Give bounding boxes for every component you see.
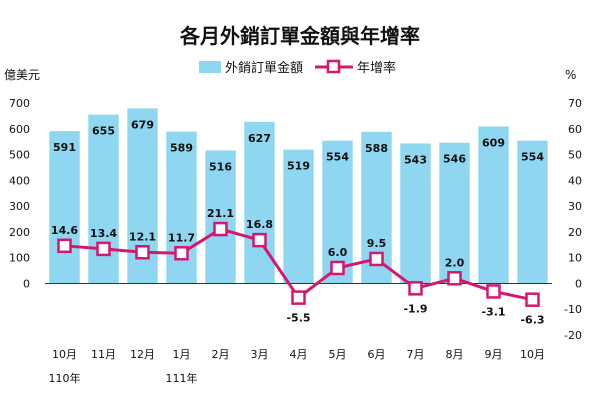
bar-value-label: 519 bbox=[287, 160, 310, 173]
legend-label-bar: 外銷訂單金額 bbox=[225, 60, 303, 76]
bar-value-label: 609 bbox=[482, 136, 505, 149]
line-marker bbox=[252, 232, 267, 248]
right-tick-label: 0 bbox=[575, 277, 582, 290]
line-value-label: 16.8 bbox=[246, 218, 273, 231]
line-value-label: 11.7 bbox=[168, 231, 195, 244]
year-label: 110年 bbox=[49, 371, 81, 385]
chart-title: 各月外銷訂單金額與年增率 bbox=[179, 24, 420, 48]
x-tick-label: 9月 bbox=[485, 348, 503, 361]
line-marker bbox=[213, 221, 228, 237]
right-tick-label: 30 bbox=[568, 200, 582, 213]
line-marker bbox=[330, 260, 345, 276]
line-value-label: -3.1 bbox=[481, 305, 505, 318]
right-tick-label: 20 bbox=[568, 226, 582, 239]
left-axis: 0 100 200 300 400 500 600 700 bbox=[9, 97, 30, 290]
line-marker bbox=[447, 271, 462, 286]
line-value-label: 9.5 bbox=[367, 237, 387, 250]
legend-marker bbox=[326, 59, 341, 74]
line-value-label: 2.0 bbox=[445, 256, 465, 269]
bar-value-label: 589 bbox=[170, 142, 193, 155]
line-value-label: 14.6 bbox=[51, 224, 78, 237]
line-value-label: -6.3 bbox=[520, 314, 544, 327]
bar-value-label: 591 bbox=[53, 141, 76, 154]
right-tick-label: 60 bbox=[568, 123, 582, 136]
left-axis-unit: 億美元 bbox=[4, 68, 40, 82]
line-value-label: -5.5 bbox=[286, 312, 310, 325]
left-tick-label: 300 bbox=[9, 200, 30, 213]
line-value-label: 21.1 bbox=[207, 207, 234, 220]
x-tick-label: 10月 bbox=[52, 348, 77, 361]
legend: 外銷訂單金額 年增率 bbox=[199, 59, 396, 76]
x-axis-labels: 10月 11月 12月 1月 2月 3月 4月 5月 6月 7月 8月 9月 10月 110年 111年 bbox=[49, 348, 546, 385]
right-axis: -20 -10 0 10 20 30 40 50 60 70 bbox=[564, 97, 582, 342]
x-tick-label: 11月 bbox=[91, 348, 116, 361]
left-tick-label: 100 bbox=[9, 252, 30, 265]
bar-series bbox=[49, 108, 548, 284]
bar bbox=[400, 143, 431, 284]
line-value-label: 12.1 bbox=[129, 230, 156, 243]
bar-value-label: 516 bbox=[209, 160, 232, 173]
bar-value-labels: 591 655 679 589 516 627 519 554 588 543 546 609 554 bbox=[53, 118, 544, 173]
line-value-labels: 14.6 13.4 12.1 11.7 21.1 16.8 -5.5 6.0 9.5 -1.9 2.… bbox=[51, 207, 545, 327]
x-tick-label: 12月 bbox=[130, 348, 155, 361]
right-tick-label: 40 bbox=[568, 174, 582, 187]
bar bbox=[205, 150, 236, 284]
left-tick-label: 400 bbox=[9, 174, 30, 187]
line-marker bbox=[525, 292, 540, 307]
bar bbox=[49, 131, 80, 284]
bar bbox=[439, 142, 470, 284]
left-tick-label: 700 bbox=[9, 97, 30, 110]
legend-swatch-bar bbox=[199, 61, 221, 73]
line-value-label: -1.9 bbox=[403, 302, 427, 315]
line-marker bbox=[291, 290, 306, 305]
line-value-label: 13.4 bbox=[90, 227, 117, 240]
right-tick-label: -20 bbox=[564, 329, 582, 342]
bar bbox=[283, 149, 314, 284]
x-tick-label: 8月 bbox=[446, 348, 464, 361]
bar-value-label: 588 bbox=[365, 142, 388, 155]
x-tick-label: 6月 bbox=[368, 348, 386, 361]
x-tick-label: 4月 bbox=[290, 348, 308, 361]
line-marker bbox=[57, 238, 72, 254]
x-tick-label: 5月 bbox=[329, 348, 347, 361]
legend-label-line: 年增率 bbox=[357, 60, 396, 76]
line-marker bbox=[135, 245, 150, 260]
line-marker bbox=[96, 241, 111, 257]
left-tick-label: 200 bbox=[9, 226, 30, 239]
left-tick-label: 500 bbox=[9, 149, 30, 162]
line-marker bbox=[408, 281, 423, 296]
bar-value-label: 679 bbox=[131, 118, 154, 131]
right-tick-label: -10 bbox=[564, 303, 582, 316]
left-tick-label: 0 bbox=[23, 277, 30, 290]
line-series bbox=[57, 221, 540, 307]
bar-value-label: 554 bbox=[521, 151, 544, 164]
right-axis-unit: % bbox=[565, 68, 576, 82]
x-tick-label: 2月 bbox=[212, 348, 230, 361]
line-value-label: 6.0 bbox=[328, 246, 348, 259]
year-label: 111年 bbox=[166, 371, 198, 385]
x-tick-label: 3月 bbox=[251, 348, 269, 361]
right-tick-label: 50 bbox=[568, 149, 582, 162]
bar-value-label: 554 bbox=[326, 151, 349, 164]
bar-value-label: 546 bbox=[443, 153, 466, 166]
bar bbox=[322, 140, 353, 284]
bar bbox=[517, 140, 548, 284]
bar-value-label: 543 bbox=[404, 153, 427, 166]
bar bbox=[244, 121, 275, 284]
bar bbox=[478, 126, 509, 284]
bar-value-label: 627 bbox=[248, 132, 271, 145]
bar bbox=[88, 114, 119, 284]
left-tick-label: 600 bbox=[9, 123, 30, 136]
line-marker bbox=[369, 251, 384, 267]
line-marker bbox=[486, 284, 501, 299]
bar-value-label: 655 bbox=[92, 125, 115, 138]
x-tick-label: 7月 bbox=[407, 348, 425, 361]
right-tick-label: 70 bbox=[568, 97, 582, 110]
line-marker bbox=[174, 246, 189, 261]
x-tick-label: 1月 bbox=[173, 348, 191, 361]
x-tick-label: 10月 bbox=[520, 348, 545, 361]
right-tick-label: 10 bbox=[568, 252, 582, 265]
